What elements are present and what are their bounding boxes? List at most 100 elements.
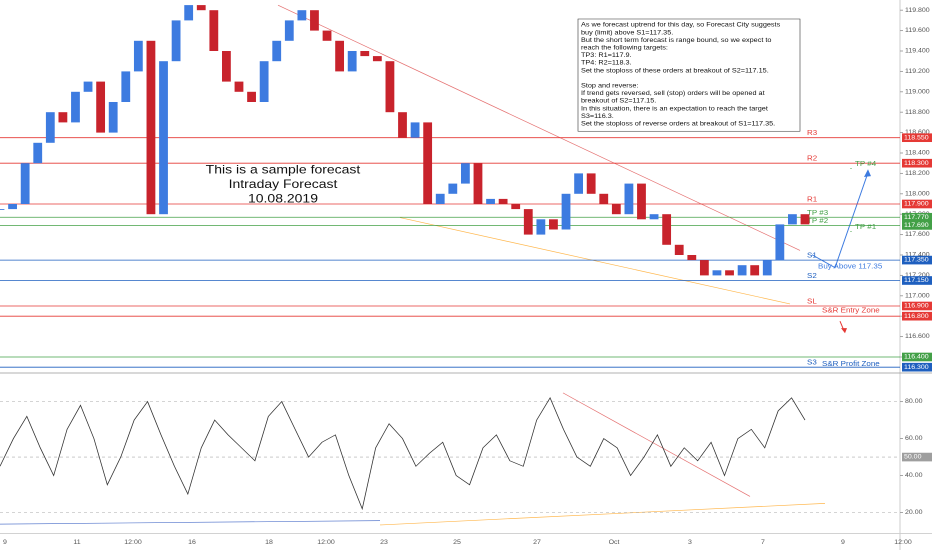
x-tick-label: 18 [265,539,273,545]
note-line: As we forecast uptrend for this day, so … [581,22,781,28]
candle [20,163,30,204]
candle [498,198,508,204]
note-line: TP4: R2=118.3. [581,60,632,66]
candle [523,209,533,235]
level-name: TP #3 [807,208,828,216]
x-tick-label: 7 [761,539,765,545]
candle [712,270,722,276]
candle [624,183,634,215]
level-name: TP #1 [855,223,876,231]
level-badge [902,212,932,222]
y-tick-label: 118.200 [905,170,930,176]
candle [360,50,370,57]
level-name: S2 [807,272,817,280]
candle [297,10,307,21]
y-tick-label: 40.00 [905,473,923,479]
note-line: Set the stoploss of reverse orders at br… [581,121,775,127]
candle [71,91,80,123]
level-badge-label: 116.400 [904,354,929,360]
arrowhead [841,328,847,334]
candle [574,173,583,194]
candle [96,81,106,133]
candle [8,203,17,210]
level-name: R2 [807,154,817,162]
level-badge-label: 117.770 [904,214,929,220]
x-tick-label: 27 [533,539,541,545]
level-name: SL [807,297,817,305]
x-tick-label: Oct [609,539,620,545]
level-badge [902,255,932,265]
y-tick-label: 118.000 [905,191,930,197]
rsi-trendline [562,392,751,497]
candle [222,50,231,82]
annotation: Buy Above 117.35 [818,262,882,270]
note-line: TP3: R1=117.9. [581,52,632,58]
candle [473,163,483,204]
candle [33,142,43,164]
y-tick-label: 119.000 [905,89,930,95]
candle [737,265,747,276]
x-tick-label: 23 [380,539,388,545]
level-name: TP #2 [807,216,828,224]
candle [511,203,521,210]
y-tick-label: 117.200 [905,272,930,278]
candle [196,5,206,11]
level-badge-label: 117.350 [904,257,929,263]
note-line: If trend gets reversed, sell (stop) orde… [581,90,765,96]
candle [234,81,244,92]
arrowhead [864,169,871,178]
candle [146,40,156,215]
level-name: S1 [807,251,817,259]
candle [599,193,609,204]
level-badge [902,221,932,230]
candle [58,112,68,123]
candle [0,209,5,210]
candle [272,40,282,62]
candle [423,122,433,204]
y-tick-label: 117.000 [905,293,930,299]
level-badge [902,362,932,372]
trendline [277,4,801,251]
candle [687,254,697,261]
candle [699,260,709,276]
level-name: R1 [807,195,817,203]
note-line: S3=116.3. [581,113,614,119]
level-name: R3 [807,129,817,137]
note-line: reach the following targets: [581,45,668,51]
note-box [577,18,801,132]
note-line: Set the stoploss of these orders at brea… [581,68,769,74]
candle [108,101,118,133]
candle [259,61,269,102]
candle [184,5,194,21]
candle [536,219,546,235]
candle [448,183,458,194]
title: Intraday Forecast [229,177,338,191]
x-tick-label: 3 [688,539,692,545]
candle [385,61,395,113]
level-badge-label: 116.900 [904,303,929,309]
x-tick-label: 16 [188,539,196,545]
level-badge [902,311,932,321]
candle [171,20,181,62]
rsi-line [0,397,806,511]
y-tick-label: 20.00 [905,509,923,515]
rsi-trendline [0,520,381,525]
note-line: Stop and reverse: [581,83,639,89]
candle [788,214,797,225]
candle [372,56,382,62]
y-tick-label: 119.400 [905,48,930,54]
rsi-badge-label: 50.00 [904,454,922,460]
candle [45,112,55,143]
candle [209,10,219,51]
candle [725,270,734,276]
level-badge-label: 116.800 [904,313,929,319]
candle [674,244,684,255]
level-name: TP #4 [855,159,876,167]
level-badge-label: 117.150 [904,277,929,283]
x-tick-label: 25 [453,539,461,545]
y-tick-label: 118.400 [905,150,930,156]
candle [649,214,659,220]
level-badge-label: 117.690 [904,222,929,228]
